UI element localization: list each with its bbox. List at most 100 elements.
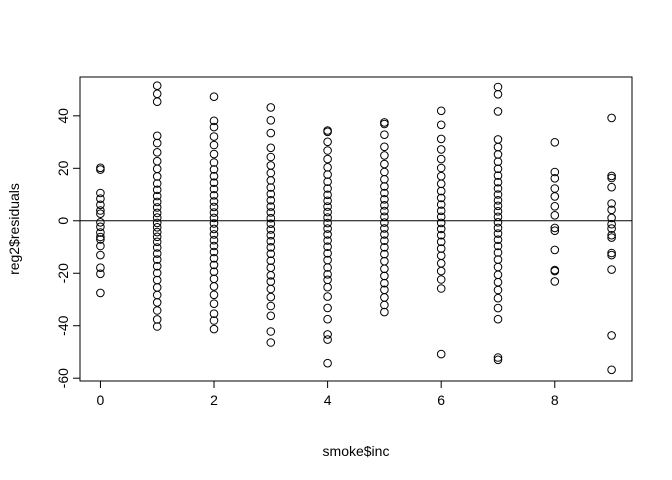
data-point — [436, 106, 446, 116]
x-axis: 0 2 4 6 8 — [97, 380, 559, 408]
data-point — [607, 199, 616, 208]
data-point — [152, 298, 162, 307]
data-point — [380, 256, 389, 266]
x-tick-label: 2 — [210, 392, 218, 408]
data-point — [209, 191, 219, 200]
data-point — [266, 152, 276, 162]
data-point — [152, 191, 162, 201]
data-point — [436, 179, 446, 189]
x-axis-label: smoke$inc — [323, 443, 390, 459]
data-point — [266, 263, 276, 273]
data-point — [493, 107, 503, 116]
data-point — [266, 208, 276, 217]
data-point — [323, 202, 332, 211]
data-point — [323, 163, 332, 172]
data-point — [96, 163, 105, 173]
data-point — [550, 192, 560, 201]
data-point — [266, 213, 276, 223]
data-point — [436, 193, 446, 203]
data-point — [96, 188, 105, 198]
data-point — [493, 196, 503, 205]
data-point — [436, 284, 446, 293]
data-point — [380, 159, 389, 169]
data-point — [323, 358, 332, 368]
data-point — [436, 171, 446, 181]
data-point — [380, 264, 389, 274]
data-point — [323, 335, 332, 344]
data-point — [323, 127, 332, 137]
data-point — [209, 116, 219, 126]
data-point — [493, 229, 503, 238]
data-point — [152, 185, 162, 195]
data-point — [436, 145, 446, 154]
data-point — [152, 131, 162, 141]
data-point — [493, 223, 503, 233]
data-point — [323, 207, 332, 217]
data-point — [436, 163, 446, 173]
data-point — [323, 196, 332, 206]
data-point — [323, 270, 332, 279]
data-point — [266, 161, 276, 170]
data-point — [266, 196, 276, 205]
data-point — [96, 200, 105, 210]
data-point — [493, 184, 503, 193]
data-point — [96, 288, 105, 298]
data-point — [209, 92, 219, 101]
data-point — [493, 303, 503, 313]
data-point — [493, 157, 503, 166]
y-tick-label: -20 — [55, 263, 71, 283]
data-point — [323, 314, 332, 324]
data-point — [152, 138, 162, 148]
data-point — [493, 90, 503, 99]
data-point — [152, 97, 162, 106]
data-point — [493, 293, 503, 303]
data-point — [266, 327, 276, 336]
data-point — [607, 182, 616, 192]
data-point — [550, 223, 560, 233]
data-point — [493, 235, 503, 244]
data-point — [607, 331, 616, 340]
data-point — [607, 233, 616, 242]
x-tick-label: 0 — [97, 392, 105, 408]
data-point — [380, 201, 389, 210]
data-point — [323, 137, 332, 147]
data-point — [152, 315, 162, 324]
data-point — [266, 189, 276, 199]
data-point — [152, 223, 162, 232]
data-point — [96, 269, 105, 279]
data-point — [607, 173, 616, 183]
data-point — [209, 178, 219, 187]
data-point — [380, 307, 389, 317]
data-point — [607, 230, 616, 240]
data-point — [266, 243, 276, 252]
data-point — [152, 243, 162, 252]
data-point — [550, 138, 560, 147]
data-point — [96, 209, 105, 218]
data-point — [323, 242, 332, 251]
data-point — [209, 282, 219, 291]
y-tick-label: 40 — [55, 108, 71, 124]
data-point — [550, 167, 560, 177]
data-point — [152, 148, 162, 157]
data-point — [209, 230, 219, 239]
data-point — [436, 134, 446, 144]
data-point — [380, 195, 389, 204]
data-point — [493, 207, 503, 216]
data-point — [493, 177, 503, 187]
data-point — [209, 241, 219, 251]
data-point — [323, 236, 332, 245]
data-point — [152, 306, 162, 315]
data-point — [266, 249, 276, 259]
data-point — [607, 248, 616, 258]
data-point — [266, 292, 276, 302]
data-point — [209, 224, 219, 234]
data-point — [209, 208, 219, 217]
data-point — [266, 311, 276, 321]
data-point — [209, 149, 219, 159]
data-point — [436, 120, 446, 130]
data-point — [493, 190, 503, 199]
data-point — [96, 235, 105, 244]
data-point — [96, 165, 105, 174]
data-point — [209, 213, 219, 223]
data-point — [152, 275, 162, 285]
